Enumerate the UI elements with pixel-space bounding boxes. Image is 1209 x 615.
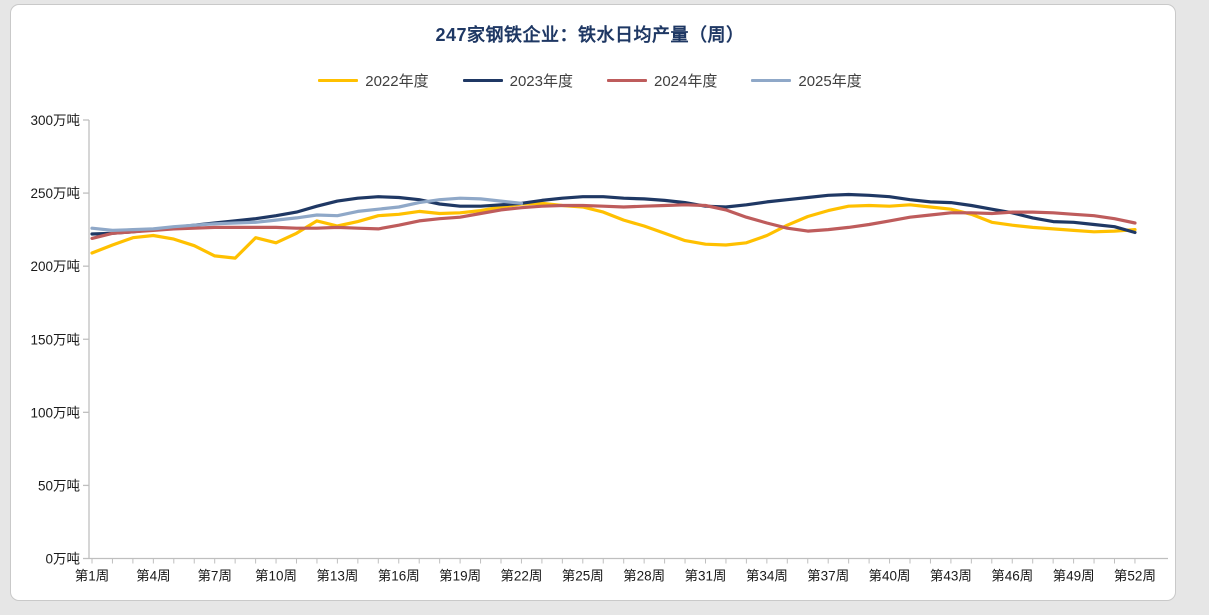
legend-label: 2024年度 [654, 73, 718, 90]
x-tick-label: 第31周 [684, 568, 726, 584]
x-tick-label: 第40周 [869, 568, 911, 584]
x-tick-label: 第10周 [255, 568, 297, 584]
legend-label: 2025年度 [798, 73, 862, 90]
x-tick-label: 第25周 [562, 568, 604, 584]
x-tick-label: 第19周 [439, 568, 481, 584]
legend-label: 2023年度 [509, 73, 573, 90]
legend-swatch [607, 79, 647, 82]
legend-swatch [318, 79, 359, 82]
x-tick-label: 第37周 [807, 568, 849, 584]
series-line-2023年度 [90, 192, 1137, 236]
y-tick-label: 300万吨 [30, 113, 80, 128]
x-tick-label: 第22周 [500, 568, 542, 584]
y-tick-label: 150万吨 [30, 332, 80, 347]
x-tick-label: 第1周 [75, 568, 110, 584]
legend-item-2025年度: 2025年度 [751, 70, 862, 91]
y-tick-label: 50万吨 [38, 478, 80, 493]
legend-item-2024年度: 2024年度 [607, 70, 717, 91]
y-tick-label: 0万吨 [45, 552, 80, 567]
x-tick-label: 第52周 [1114, 568, 1156, 584]
legend-swatch [751, 79, 792, 82]
x-tick-label: 第43周 [930, 568, 972, 584]
x-tick-label: 第34周 [746, 568, 788, 584]
chart-title: 247家钢铁企业：铁水日均产量（周） [435, 25, 745, 45]
series-line-2025年度 [90, 196, 524, 232]
legend-label: 2022年度 [365, 73, 429, 90]
x-tick-label: 第7周 [197, 568, 232, 584]
x-tick-label: 第4周 [136, 568, 171, 584]
legend: 2022年度 2023年度 2024年度 2025年度 [0, 70, 1180, 91]
y-tick-label: 100万吨 [30, 405, 80, 420]
y-tick-label: 250万吨 [30, 186, 80, 201]
legend-item-2023年度: 2023年度 [462, 70, 573, 91]
x-tick-label: 第46周 [991, 568, 1033, 584]
legend-swatch [462, 79, 503, 82]
legend-item-2022年度: 2022年度 [318, 70, 429, 91]
series-line-2024年度 [90, 203, 1137, 240]
chart-card [10, 4, 1176, 601]
x-tick-label: 第28周 [623, 568, 665, 584]
x-tick-label: 第49周 [1053, 568, 1095, 584]
x-tick-label: 第16周 [378, 568, 420, 584]
x-tick-label: 第13周 [316, 568, 358, 584]
y-tick-label: 200万吨 [30, 259, 80, 274]
